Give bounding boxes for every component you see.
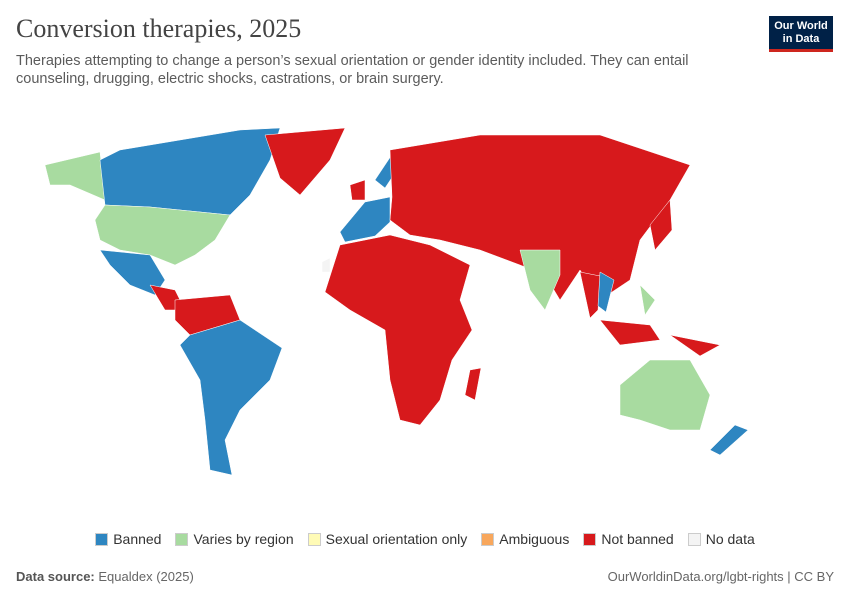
legend-label: Not banned (601, 531, 674, 547)
legend-label: No data (705, 531, 755, 547)
source: Data source: Equaldex (2025) (16, 569, 194, 584)
region[interactable] (579, 271, 601, 319)
region[interactable] (669, 334, 721, 357)
title: Conversion therapies, 2025 (16, 14, 302, 43)
region[interactable] (94, 204, 231, 266)
legend-item[interactable]: No data (687, 531, 755, 547)
legend-swatch (481, 532, 495, 546)
world-map (44, 127, 749, 476)
legend-label: Ambiguous (499, 531, 570, 547)
legend-swatch (307, 532, 321, 546)
region[interactable] (324, 234, 473, 426)
legend-item[interactable]: Banned (95, 531, 161, 547)
region[interactable] (639, 284, 656, 316)
region[interactable] (464, 367, 482, 401)
legend-swatch (583, 532, 597, 546)
legend-item[interactable]: Varies by region (175, 531, 294, 547)
legend-swatch (95, 532, 109, 546)
region[interactable] (599, 319, 661, 346)
logo[interactable]: Our World in Data (769, 16, 833, 52)
region[interactable] (649, 199, 673, 251)
legend-label: Banned (113, 531, 162, 547)
region[interactable] (597, 271, 615, 313)
legend-label: Varies by region (193, 531, 294, 547)
region[interactable] (709, 424, 749, 456)
region[interactable] (519, 249, 561, 311)
legend-label: Sexual orientation only (325, 531, 468, 547)
region[interactable] (619, 359, 711, 431)
legend-item[interactable]: Not banned (583, 531, 674, 547)
region[interactable] (321, 257, 331, 273)
legend-item[interactable]: Sexual orientation only (307, 531, 468, 547)
region[interactable] (339, 196, 391, 243)
legend-item[interactable]: Ambiguous (481, 531, 569, 547)
source-text: Equaldex (2025) (98, 569, 194, 584)
legend-swatch (175, 532, 189, 546)
region[interactable] (389, 134, 691, 301)
legend: Banned Varies by region Sexual orientation… (0, 531, 850, 547)
source-label: Data source: (16, 569, 95, 584)
region[interactable] (264, 127, 346, 196)
region[interactable] (99, 249, 166, 296)
logo-line: Our World (774, 20, 828, 32)
region[interactable] (99, 127, 281, 216)
subtitle: Therapies attempting to change a person’… (16, 53, 689, 87)
legend-swatch (687, 532, 701, 546)
region[interactable] (349, 179, 366, 201)
region[interactable] (44, 151, 106, 201)
region[interactable] (179, 319, 283, 476)
url[interactable]: OurWorldinData.org/lgbt-rights | CC BY (607, 569, 834, 584)
logo-line: in Data (782, 33, 820, 45)
